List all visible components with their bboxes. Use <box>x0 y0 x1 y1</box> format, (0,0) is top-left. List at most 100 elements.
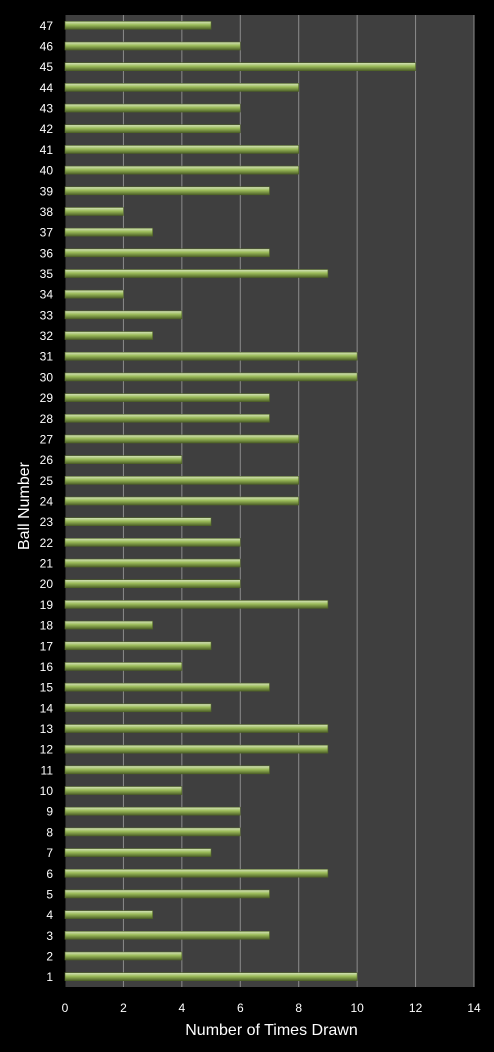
bar-ball-10 <box>64 786 183 795</box>
bar-ball-24 <box>64 496 300 506</box>
y-tick-label: 33 <box>40 308 54 322</box>
y-tick-label: 35 <box>40 267 54 281</box>
y-tick-label: 19 <box>40 598 54 612</box>
y-tick-label: 34 <box>40 288 54 302</box>
y-tick-label: 23 <box>40 515 54 529</box>
x-tick-label: 10 <box>350 1001 364 1015</box>
bar-ball-43 <box>64 103 241 113</box>
bar-ball-34 <box>64 289 124 299</box>
bar-ball-21 <box>64 558 241 568</box>
y-tick-label: 38 <box>40 205 54 219</box>
bar-ball-16 <box>64 662 183 671</box>
y-tick-label: 12 <box>40 743 54 757</box>
y-tick-label: 42 <box>40 122 54 136</box>
bar-ball-5 <box>64 889 270 899</box>
bar-ball-17 <box>64 641 212 651</box>
x-tick-label: 6 <box>237 1001 244 1015</box>
y-tick-label: 32 <box>40 329 54 343</box>
y-tick-label: 27 <box>40 432 54 446</box>
bar-ball-7 <box>64 848 212 857</box>
y-tick-label: 39 <box>40 184 54 198</box>
x-axis-title: Number of Times Drawn <box>185 1022 358 1039</box>
bar-ball-6 <box>64 868 329 878</box>
bar-ball-30 <box>64 372 358 382</box>
y-tick-label: 8 <box>46 825 53 839</box>
x-tick-label: 12 <box>409 1001 423 1015</box>
bar-ball-13 <box>64 724 329 733</box>
bar-ball-46 <box>64 41 241 51</box>
bar-ball-19 <box>64 600 329 609</box>
bar-ball-23 <box>64 517 212 526</box>
y-tick-label: 36 <box>40 246 54 260</box>
y-tick-label: 22 <box>40 536 54 550</box>
bar-ball-3 <box>64 930 270 940</box>
y-tick-label: 13 <box>40 722 54 736</box>
y-axis-title: Ball Number <box>16 461 33 550</box>
y-tick-label: 4 <box>46 908 53 922</box>
y-tick-label: 5 <box>46 887 53 901</box>
bar-ball-31 <box>64 351 358 361</box>
bar-ball-18 <box>64 620 153 630</box>
y-tick-label: 40 <box>40 164 54 178</box>
y-tick-label: 31 <box>40 350 54 364</box>
y-tick-label: 7 <box>46 846 53 860</box>
y-tick-label: 29 <box>40 391 54 405</box>
y-tick-label: 47 <box>40 19 54 33</box>
x-tick-label: 4 <box>179 1001 186 1015</box>
bar-ball-25 <box>64 476 300 485</box>
x-tick-label: 8 <box>295 1001 302 1015</box>
bar-ball-35 <box>64 269 329 278</box>
y-tick-label: 11 <box>41 763 54 777</box>
y-tick-label: 10 <box>40 784 54 798</box>
y-tick-label: 16 <box>40 660 54 674</box>
y-tick-label: 21 <box>40 557 54 571</box>
bar-ball-47 <box>64 21 212 30</box>
bar-ball-41 <box>64 145 300 154</box>
y-tick-label: 25 <box>40 474 54 488</box>
bar-ball-8 <box>64 827 241 837</box>
y-tick-label: 2 <box>46 949 53 963</box>
y-tick-label: 44 <box>40 81 54 95</box>
y-tick-label: 46 <box>40 40 54 54</box>
bar-ball-26 <box>64 455 183 464</box>
x-tick-labels: 0 2 4 6 8 10 12 14 <box>62 1001 481 1015</box>
bar-ball-38 <box>64 207 124 216</box>
bar-ball-39 <box>64 186 270 196</box>
y-tick-label: 43 <box>40 102 54 116</box>
y-tick-label: 24 <box>40 495 54 509</box>
x-tick-label: 2 <box>120 1001 127 1015</box>
bar-ball-11 <box>64 765 270 775</box>
y-tick-label: 41 <box>40 143 54 157</box>
y-tick-label: 15 <box>40 681 54 695</box>
bar-ball-40 <box>64 165 300 175</box>
bar-ball-1 <box>64 972 358 981</box>
bar-ball-45 <box>64 62 416 72</box>
bar-ball-37 <box>64 227 153 237</box>
bar-ball-20 <box>64 579 241 589</box>
bar-ball-4 <box>64 910 153 919</box>
y-tick-label: 6 <box>46 867 53 881</box>
y-tick-label: 28 <box>40 412 54 426</box>
bar-ball-42 <box>64 124 241 134</box>
bar-ball-36 <box>64 248 270 258</box>
y-tick-label: 20 <box>40 577 54 591</box>
bars <box>64 21 416 981</box>
bar-ball-22 <box>64 538 241 547</box>
bar-ball-33 <box>64 310 183 320</box>
bar-ball-27 <box>64 434 300 444</box>
y-tick-label: 3 <box>46 929 53 943</box>
y-tick-labels: 1234567891011121314151617181920212223242… <box>40 19 54 984</box>
bar-ball-32 <box>64 331 153 340</box>
y-tick-label: 30 <box>40 370 54 384</box>
bar-ball-29 <box>64 393 270 402</box>
y-tick-label: 14 <box>40 701 54 715</box>
bar-ball-14 <box>64 703 212 713</box>
x-tick-label: 14 <box>467 1001 481 1015</box>
bar-ball-2 <box>64 951 183 961</box>
bar-ball-28 <box>64 413 270 423</box>
y-tick-label: 9 <box>46 805 53 819</box>
bar-ball-15 <box>64 682 270 692</box>
y-tick-label: 18 <box>40 619 54 633</box>
